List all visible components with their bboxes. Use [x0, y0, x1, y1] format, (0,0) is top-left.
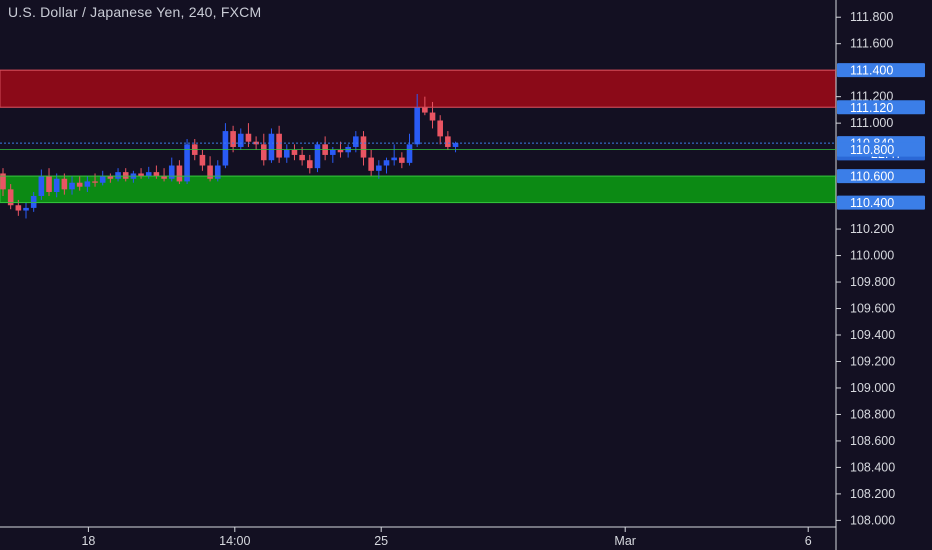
price-tick-label: 109.800	[850, 275, 895, 289]
candle-bullish	[184, 144, 190, 182]
candle-bullish	[452, 143, 459, 147]
candle-bearish	[337, 149, 344, 153]
candle-bullish	[53, 178, 60, 192]
price-label-text: 110.600	[850, 170, 894, 184]
candle-bullish	[115, 172, 121, 179]
candle-bullish	[168, 165, 175, 179]
candle-bearish	[368, 157, 374, 171]
candle-bullish	[222, 131, 229, 166]
candle-bearish	[399, 157, 405, 163]
time-axis[interactable]: 18 14:00 25 Mar 6	[81, 527, 812, 548]
candle-bearish	[176, 165, 183, 182]
candle-bearish	[153, 172, 160, 177]
time-tick-label: Mar	[614, 534, 636, 548]
candle-bullish	[84, 181, 91, 187]
candle-bullish	[376, 165, 382, 171]
candle-bearish	[207, 165, 213, 179]
candle-bearish	[245, 133, 252, 142]
candle-bearish	[76, 182, 83, 187]
candle-bearish	[0, 173, 6, 190]
candle-bearish	[299, 154, 305, 161]
candle-bearish	[138, 173, 144, 177]
candle-bearish	[422, 107, 428, 113]
candle-bearish	[276, 133, 282, 158]
time-tick-label: 18	[81, 534, 95, 548]
candle-bearish	[445, 136, 451, 147]
price-label-text: 111.400	[850, 64, 893, 78]
price-label-bg	[837, 142, 925, 157]
time-tick-label: 6	[805, 534, 812, 548]
candle-bearish	[437, 120, 443, 137]
candle-bearish	[291, 149, 298, 155]
candle-bullish	[214, 165, 221, 179]
candles-layer	[0, 94, 459, 219]
candle-bearish	[260, 144, 267, 161]
candle-bullish	[391, 157, 397, 161]
zones-layer	[0, 69, 837, 204]
price-tick-label: 111.200	[850, 90, 893, 104]
price-tick-label: 109.200	[850, 354, 895, 368]
candle-bullish	[268, 133, 275, 161]
candle-bullish	[330, 149, 336, 155]
candle-bullish	[353, 136, 359, 147]
candle-bearish	[92, 181, 98, 183]
candle-bearish	[15, 205, 22, 211]
price-tick-label: 109.600	[850, 302, 895, 316]
price-labels: 111.400111.120110.84922:47110.800110.600…	[0, 63, 925, 210]
price-label-text: 110.800	[850, 143, 894, 157]
candle-bearish	[122, 172, 129, 179]
time-tick-label: 14:00	[219, 534, 250, 548]
candle-bullish	[69, 182, 75, 190]
time-tick-label: 25	[374, 534, 388, 548]
candle-bullish	[30, 195, 37, 208]
price-tick-label: 109.400	[850, 328, 895, 342]
price-tick-label: 110.200	[850, 222, 894, 236]
price-tick-label: 111.800	[850, 10, 893, 24]
candle-bullish	[99, 176, 106, 183]
price-axis[interactable]: 111.800 111.600 111.200 111.000 110.200 110.0…	[836, 10, 895, 527]
candle-bearish	[199, 154, 206, 166]
price-label-text: 111.120	[850, 101, 893, 115]
price-label-bg	[837, 195, 925, 210]
price-tick-label: 111.000	[850, 116, 893, 130]
candle-bearish	[161, 176, 167, 179]
price-label-text: 110.400	[850, 196, 894, 210]
price-label-bg	[837, 100, 925, 115]
candle-bullish	[406, 144, 413, 163]
candle-bullish	[23, 207, 29, 211]
price-tick-label: 108.200	[850, 487, 895, 501]
candle-bearish	[360, 136, 367, 158]
price-tick-label: 108.000	[850, 513, 895, 527]
candle-bearish	[107, 176, 114, 179]
candle-bearish	[61, 178, 68, 190]
price-tick-label: 110.000	[850, 249, 894, 263]
candle-bullish	[145, 172, 152, 177]
price-tick-label: 108.400	[850, 460, 895, 474]
price-tick-label: 111.600	[850, 37, 893, 51]
price-tick-label: 109.000	[850, 381, 895, 395]
price-label-bg	[837, 63, 925, 78]
resistance-zone	[0, 69, 837, 108]
price-tick-label: 108.600	[850, 434, 895, 448]
price-tick-label: 108.800	[850, 407, 895, 421]
candle-bullish	[237, 133, 244, 147]
candle-bullish	[383, 160, 390, 166]
support-zone	[0, 175, 837, 204]
candle-bullish	[38, 176, 45, 196]
chart-title: U.S. Dollar / Japanese Yen, 240, FXCM	[8, 4, 262, 20]
candle-bearish	[307, 160, 313, 169]
candle-bullish	[414, 107, 420, 145]
candle-bearish	[230, 131, 236, 147]
price-label-bg	[837, 169, 925, 184]
candle-bearish	[7, 189, 14, 206]
candle-bearish	[429, 112, 436, 121]
candle-bullish	[283, 149, 290, 158]
candle-bullish	[314, 144, 321, 169]
candle-bearish	[46, 176, 52, 192]
